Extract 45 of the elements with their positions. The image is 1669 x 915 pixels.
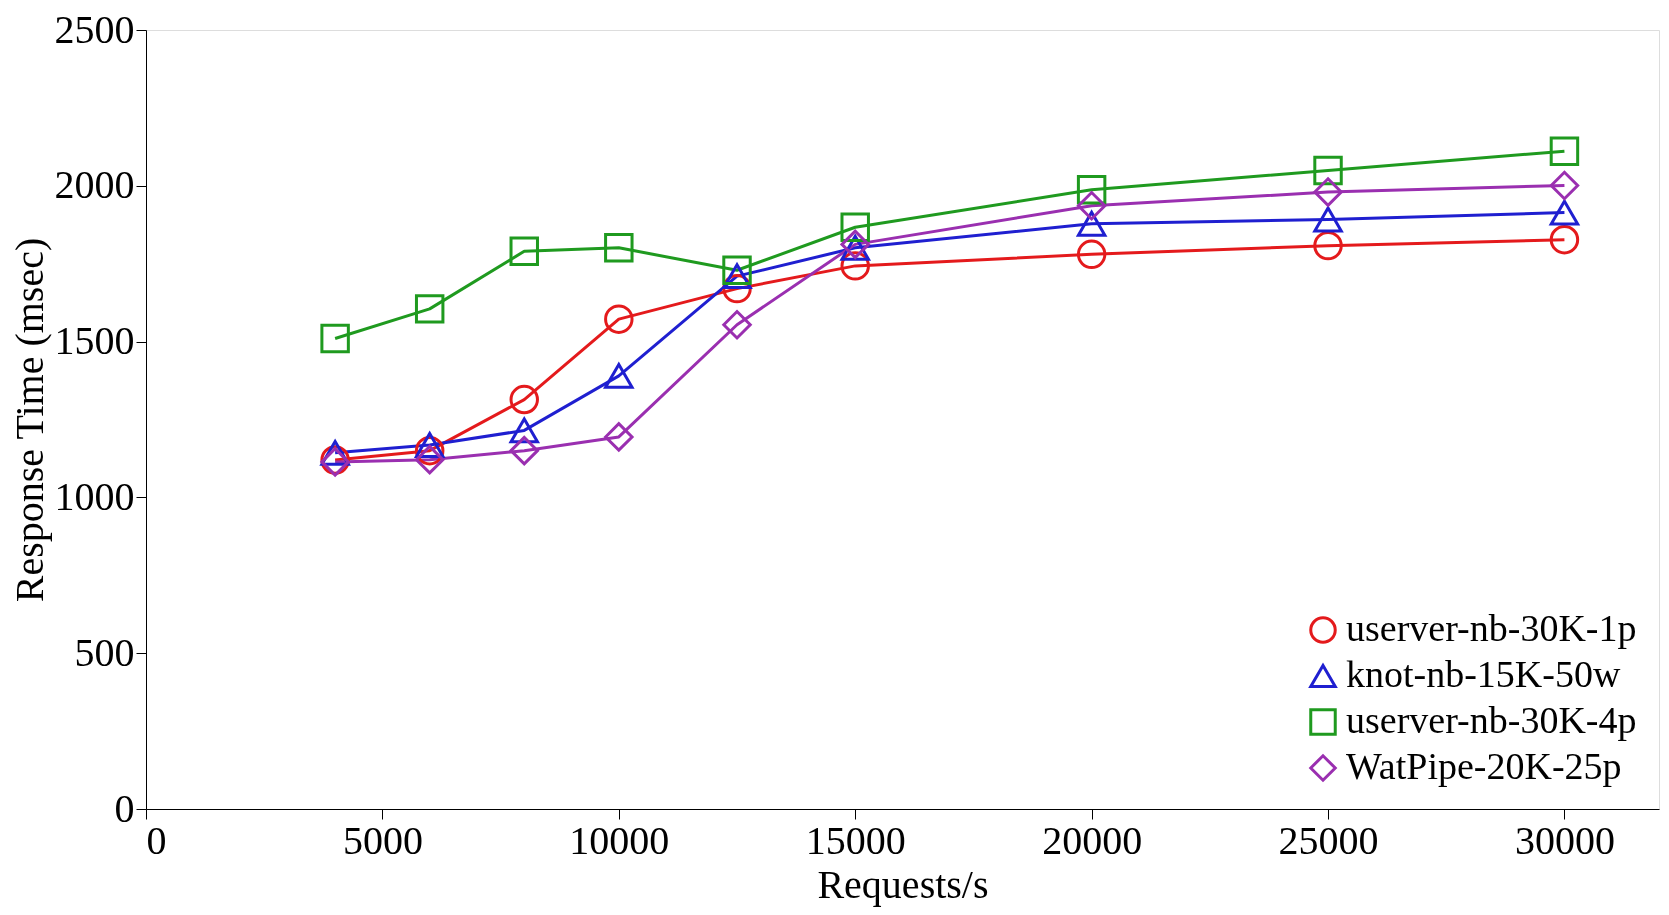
point [1076,210,1107,237]
point [604,422,634,452]
point [722,255,752,285]
legend-label: WatPipe-20K-25p [1346,745,1622,787]
point [509,384,539,415]
x-tick-label: 25000 [1278,817,1379,863]
y-tick-label: 1000 [54,473,135,519]
x-tick-label: 10000 [569,817,670,863]
point [604,362,634,389]
point [722,263,752,290]
point [604,304,634,334]
point [1549,199,1580,226]
y-tick-label: 0 [114,785,135,831]
x-tick-label: 15000 [805,817,906,863]
point [509,236,539,266]
legend-label: userver-nb-30K-1p [1346,607,1637,649]
x-tick-label: 0 [146,817,167,863]
y-axis-title: Response Time (msec) [6,237,52,603]
point [1076,191,1107,221]
y-tick-label: 2500 [54,6,135,52]
point [1313,230,1343,261]
point [1313,206,1343,233]
point [414,444,445,475]
point [1549,170,1580,201]
y-tick-label: 500 [74,629,135,675]
x-axis-title: Requests/s [817,861,989,907]
point [1313,155,1343,186]
point [414,294,445,324]
y-tick-label: 2000 [54,162,135,208]
point [414,432,445,459]
legend-label: knot-nb-15K-50w [1346,653,1621,695]
x-tick-label: 30000 [1514,817,1615,863]
point [604,233,634,263]
y-tick-label: 1500 [54,318,135,364]
legend-label: userver-nb-30K-4p [1346,699,1637,741]
point [509,435,539,466]
x-tick-label: 5000 [342,817,423,863]
x-tick-label: 20000 [1042,817,1143,863]
point [320,323,350,354]
point [840,212,870,242]
point [722,310,752,340]
point [1549,136,1580,166]
point [1313,177,1343,207]
point [1549,225,1580,255]
point [1076,239,1107,270]
